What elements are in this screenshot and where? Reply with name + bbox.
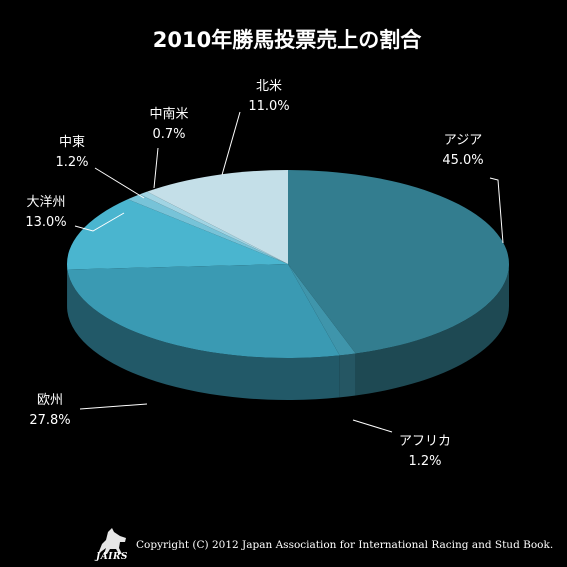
chart-title: 2010年勝馬投票売上の割合: [153, 28, 422, 52]
slice-6-name-label: 北米: [256, 79, 282, 94]
slice-0-value-label: 45.0%: [442, 153, 483, 168]
slice-4-name-label: 中東: [59, 134, 85, 150]
slice-5: [139, 191, 288, 264]
label-leaders: [74, 111, 504, 433]
slice-0: [288, 169, 510, 354]
slice-1-value-label: 1.2%: [408, 454, 441, 469]
slice-1-leader-line: [352, 419, 393, 433]
slice-6: [147, 170, 288, 264]
slice-labels: アジア 45.0% アフリカ 1.2% 欧州 27.8% 大洋州 13.0% 中東 1.2% 中南米…: [25, 79, 483, 469]
slice-2-leader-line: [79, 403, 148, 410]
slice-4-value-label: 1.2%: [55, 155, 88, 170]
slice-5-leader-line: [153, 147, 159, 189]
copyright-text: Copyright (C) 2012 Japan Association for…: [136, 539, 554, 551]
slice-2-side: [67, 269, 340, 400]
slice-1-name-label: アフリカ: [399, 434, 451, 449]
slice-0-side: [355, 264, 510, 396]
slice-2-name-label: 欧州: [37, 393, 63, 408]
slice-4: [127, 194, 288, 264]
jairs-horse-logo-icon: [98, 528, 126, 554]
slice-3-value-label: 13.0%: [25, 215, 66, 230]
pie-slices: [67, 169, 510, 358]
logo-text: JAIRS: [96, 552, 128, 562]
slice-3: [67, 199, 289, 270]
slice-1: [288, 264, 356, 356]
slice-0-name-label: アジア: [444, 133, 482, 148]
slice-1-side: [339, 353, 356, 398]
slice-6-value-label: 11.0%: [248, 99, 289, 114]
slice-2-value-label: 27.8%: [29, 413, 70, 428]
slice-3-name-label: 大洋州: [26, 195, 65, 210]
slice-2: [67, 264, 340, 358]
slice-0-leader-line: [489, 177, 504, 244]
slice-5-value-label: 0.7%: [152, 127, 185, 142]
slice-4-leader-line: [94, 167, 145, 199]
slice-3-leader-line: [74, 212, 125, 232]
pie-sides: [67, 264, 510, 400]
slice-6-leader-line: [221, 111, 241, 176]
slice-5-name-label: 中南米: [149, 106, 188, 122]
